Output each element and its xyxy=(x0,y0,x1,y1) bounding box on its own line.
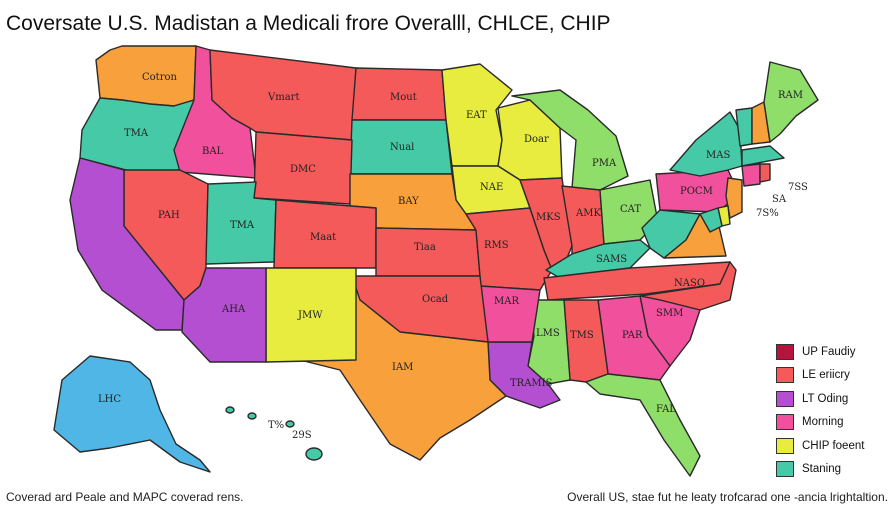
annotation-hawaii-2: 29S xyxy=(292,430,312,441)
label-minnesota: EAT xyxy=(466,110,487,121)
label-ohio: CAT xyxy=(620,204,641,215)
legend-label: LT Oding xyxy=(802,392,849,405)
state-alaska[interactable] xyxy=(53,355,211,473)
hawaii-island-kauai xyxy=(225,406,235,414)
map-title: Coversate U.S. Madistan a Medicali frore… xyxy=(6,12,611,35)
label-idaho: BAL xyxy=(202,146,224,157)
legend-swatch xyxy=(776,414,794,431)
legend-swatch xyxy=(776,343,794,360)
label-missouri: RMS xyxy=(484,240,509,251)
label-utah: TMA xyxy=(230,220,255,231)
label-alabama: TMS xyxy=(570,330,594,341)
annotation-northeast-3: 7S% xyxy=(756,208,779,219)
label-south-carolina: SMM xyxy=(656,308,683,319)
legend-swatch xyxy=(776,367,794,384)
label-oregon: TMA xyxy=(124,128,149,139)
state-connecticut[interactable] xyxy=(741,163,761,187)
state-maryland[interactable] xyxy=(699,207,723,233)
label-pennsylvania: POCM xyxy=(680,186,713,197)
legend-item: LE eriicry xyxy=(776,364,864,388)
label-arkansas: MAR xyxy=(494,296,519,307)
legend-swatch xyxy=(776,390,794,407)
label-washington: Cotron xyxy=(142,72,177,83)
label-alaska: LHC xyxy=(98,394,121,405)
label-nebraska: BAY xyxy=(398,196,419,207)
label-kentucky: SAMS xyxy=(596,254,627,265)
label-georgia: PAR xyxy=(622,330,643,341)
label-iowa: NAE xyxy=(480,182,503,193)
state-maine[interactable] xyxy=(763,61,819,143)
legend-label: CHIP foeent xyxy=(802,439,865,452)
legend-label: Morning xyxy=(802,416,844,429)
state-arkansas[interactable] xyxy=(479,285,541,343)
hawaii-island-maui xyxy=(285,420,295,428)
state-california[interactable] xyxy=(69,157,185,331)
label-kansas: Tiaa xyxy=(414,242,436,253)
footer-note-left: Coverad ard Peale and MAPC coverad rens. xyxy=(6,490,244,504)
hawaii-island-oahu xyxy=(247,412,257,420)
label-michigan: PMA xyxy=(592,158,617,169)
label-maine: RAM xyxy=(778,90,803,101)
label-north-carolina: NASO xyxy=(674,278,705,289)
state-arizona[interactable] xyxy=(181,267,267,363)
label-florida: FAL xyxy=(656,404,676,415)
label-illinois: MKS xyxy=(536,212,561,223)
label-nevada: PAH xyxy=(158,210,180,221)
label-louisiana: TRAMIS xyxy=(510,378,553,389)
label-north-dakota: Mout xyxy=(390,92,417,103)
legend: UP Faudiy LE eriicry LT Oding Morning CH… xyxy=(776,340,864,481)
label-montana: Vmart xyxy=(267,92,299,103)
label-wisconsin: Doar xyxy=(524,134,549,145)
legend-item: CHIP foeent xyxy=(776,434,864,458)
state-massachusetts[interactable] xyxy=(741,145,785,167)
state-new-york[interactable] xyxy=(669,111,743,177)
label-texas: IAM xyxy=(392,362,413,373)
legend-label: LE eriicry xyxy=(802,369,850,382)
legend-item: UP Faudiy xyxy=(776,340,864,364)
label-colorado: Maat xyxy=(310,232,336,243)
legend-swatch xyxy=(776,437,794,454)
annotation-northeast-2: SA xyxy=(772,194,787,205)
label-arizona: AHA xyxy=(221,304,246,315)
legend-item: Morning xyxy=(776,411,864,435)
state-florida[interactable] xyxy=(585,373,701,477)
label-new-mexico: JMW xyxy=(297,310,323,321)
state-hawaii[interactable] xyxy=(305,447,323,461)
label-wyoming: DMC xyxy=(290,164,316,175)
label-indiana: AMK xyxy=(575,208,601,219)
label-mississippi: LMS xyxy=(536,328,560,339)
footer-note-right: Overall US, stae fut he leaty trofcarad … xyxy=(567,490,888,504)
legend-item: LT Oding xyxy=(776,387,864,411)
state-new-jersey[interactable] xyxy=(725,177,743,219)
annotation-hawaii-1: T% xyxy=(268,420,284,431)
legend-item: Staning xyxy=(776,458,864,482)
state-rhode-island[interactable] xyxy=(759,163,771,183)
label-south-dakota: Nual xyxy=(390,142,414,153)
legend-label: Staning xyxy=(802,463,842,476)
annotation-northeast-1: 7SS xyxy=(788,182,808,193)
label-new-york: MAS xyxy=(706,150,730,161)
label-oklahoma: Ocad xyxy=(422,294,449,305)
legend-label: UP Faudiy xyxy=(802,345,856,358)
legend-swatch xyxy=(776,461,794,478)
